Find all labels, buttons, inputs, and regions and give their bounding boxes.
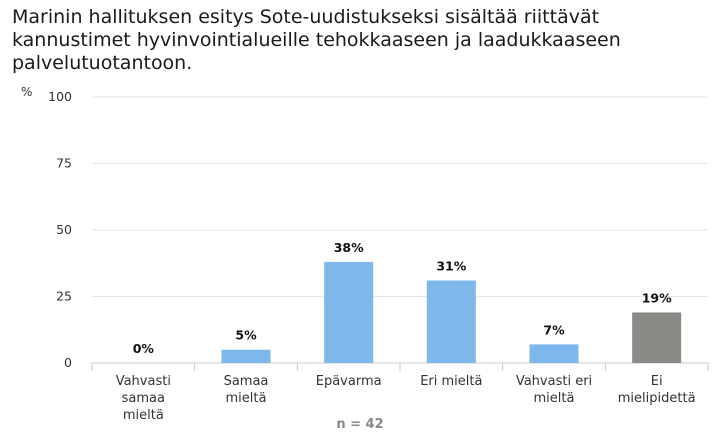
x-category-label-1-line-0: Samaa — [224, 374, 269, 389]
x-category-label-5-line-0: Ei — [651, 374, 663, 389]
x-axis-categories: Vahvasti samaa mieltä Samaa mieltä Epävarma Er… — [116, 374, 696, 423]
bar-4 — [529, 344, 579, 363]
y-tick-label-100: 100 — [48, 89, 72, 104]
x-category-label-3-line-0: Eri mieltä — [420, 374, 482, 389]
x-category-label-2-line-0: Epävarma — [316, 374, 382, 389]
bar-3 — [426, 280, 476, 363]
bar-1 — [221, 349, 271, 363]
data-label-5: 19% — [642, 290, 672, 305]
y-tick-label-50: 50 — [56, 222, 72, 237]
gridlines — [91, 96, 709, 371]
x-category-label-4-line-0: Vahvasti eri — [516, 374, 592, 389]
x-category-label-1-line-1: mieltä — [226, 391, 267, 406]
bar-2 — [324, 261, 374, 363]
chart-title: Marinin hallituksen esitys Sote-uudistuk… — [12, 6, 621, 74]
y-axis-ticks: 0 25 50 75 100 — [48, 89, 72, 370]
x-category-label-0-line-0: Vahvasti — [116, 374, 171, 389]
data-label-1: 5% — [235, 328, 257, 343]
data-label-3: 31% — [436, 259, 466, 274]
x-category-label-5-line-1: mielipidettä — [618, 391, 696, 406]
sample-size-label: n = 42 — [336, 417, 384, 432]
bars — [221, 261, 682, 363]
y-axis-unit-label: % — [21, 85, 33, 99]
bar-5 — [632, 312, 682, 363]
x-category-label-0-line-2: mieltä — [123, 408, 164, 423]
data-labels: 0% 5% 38% 31% 7% 19% — [133, 240, 672, 356]
data-label-4: 7% — [543, 322, 565, 337]
x-category-label-4-line-1: mieltä — [534, 391, 575, 406]
x-category-label-0-line-1: samaa — [122, 391, 165, 406]
data-label-0: 0% — [133, 341, 155, 356]
data-label-2: 38% — [334, 240, 364, 255]
y-tick-label-75: 75 — [56, 156, 72, 171]
y-tick-label-25: 25 — [56, 289, 72, 304]
y-tick-label-0: 0 — [64, 355, 72, 370]
